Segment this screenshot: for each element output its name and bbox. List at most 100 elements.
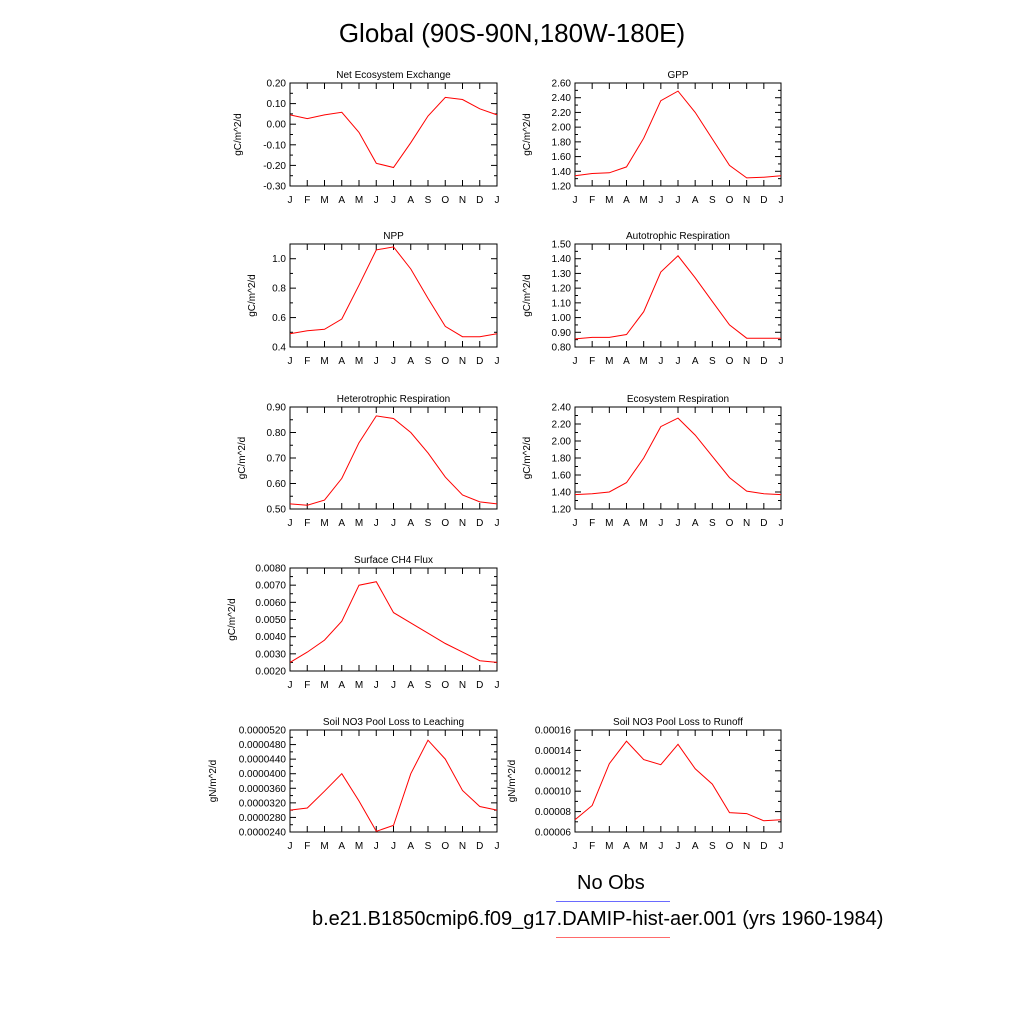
series-line-model bbox=[289, 415, 498, 506]
chart-title: GPP bbox=[667, 70, 688, 81]
x-tick-label: J bbox=[288, 841, 293, 852]
page-title: Global (90S-90N,180W-180E) bbox=[338, 18, 686, 48]
x-tick-label: A bbox=[407, 518, 414, 529]
x-tick-label: D bbox=[476, 356, 483, 367]
y-tick-label: 1.20 bbox=[552, 182, 572, 193]
x-tick-label: N bbox=[459, 841, 466, 852]
y-tick-label: -0.10 bbox=[263, 140, 286, 151]
x-tick-label: F bbox=[589, 356, 595, 367]
x-tick-label: M bbox=[605, 195, 613, 206]
x-tick-label: J bbox=[658, 195, 663, 206]
y-tick-label: 1.0 bbox=[272, 254, 286, 265]
x-tick-label: J bbox=[288, 195, 293, 206]
x-tick-label: O bbox=[441, 356, 449, 367]
x-tick-label: F bbox=[304, 356, 310, 367]
x-tick-label: J bbox=[676, 356, 681, 367]
y-tick-label: 0.00016 bbox=[535, 726, 572, 737]
x-tick-label: N bbox=[459, 195, 466, 206]
x-tick-label: O bbox=[726, 841, 734, 852]
x-tick-label: A bbox=[623, 356, 630, 367]
x-tick-label: J bbox=[374, 680, 379, 691]
x-tick-label: J bbox=[374, 195, 379, 206]
legend-line-model bbox=[556, 937, 670, 938]
x-tick-label: O bbox=[441, 195, 449, 206]
y-tick-label: 1.40 bbox=[552, 167, 572, 178]
x-tick-label: S bbox=[709, 518, 716, 529]
x-tick-label: N bbox=[459, 356, 466, 367]
y-tick-label: 0.00006 bbox=[535, 828, 572, 839]
x-tick-label: S bbox=[425, 195, 432, 206]
x-tick-label: A bbox=[407, 356, 414, 367]
legend-line-obs bbox=[556, 901, 670, 902]
x-tick-label: A bbox=[407, 195, 414, 206]
x-tick-label: A bbox=[692, 841, 699, 852]
y-axis-label: gC/m^2/d bbox=[233, 113, 244, 156]
x-tick-label: S bbox=[425, 680, 432, 691]
x-tick-label: M bbox=[355, 841, 363, 852]
x-tick-label: F bbox=[589, 841, 595, 852]
series-line-model bbox=[574, 255, 781, 340]
y-tick-label: 0.0070 bbox=[255, 581, 286, 592]
x-tick-label: S bbox=[709, 841, 716, 852]
series-line-model bbox=[289, 739, 498, 832]
y-tick-label: 0.0000280 bbox=[239, 813, 287, 824]
x-tick-label: A bbox=[623, 841, 630, 852]
x-tick-label: A bbox=[692, 518, 699, 529]
y-tick-label: -0.20 bbox=[263, 161, 286, 172]
x-tick-label: M bbox=[605, 356, 613, 367]
y-tick-label: 0.90 bbox=[267, 403, 287, 414]
x-tick-label: N bbox=[743, 518, 750, 529]
x-tick-label: D bbox=[760, 841, 767, 852]
chart-panel: Heterotrophic Respiration 0.90 0.80 0.70 0.6… bbox=[237, 394, 500, 529]
plot-frame bbox=[289, 406, 498, 510]
x-tick-label: J bbox=[779, 195, 784, 206]
x-tick-label: A bbox=[407, 680, 414, 691]
y-tick-label: 0.0000320 bbox=[239, 798, 287, 809]
y-tick-label: 0.8 bbox=[272, 284, 286, 295]
x-tick-label: A bbox=[623, 518, 630, 529]
x-tick-label: A bbox=[338, 356, 345, 367]
x-tick-label: D bbox=[476, 680, 483, 691]
x-tick-label: J bbox=[391, 518, 396, 529]
series-line-model bbox=[574, 740, 782, 822]
x-tick-label: J bbox=[676, 841, 681, 852]
x-tick-label: J bbox=[495, 518, 500, 529]
chart-panel: Autotrophic Respiration 1.50 1.40 1.30 1.20 1… bbox=[522, 231, 784, 367]
x-tick-label: F bbox=[589, 195, 595, 206]
y-tick-label: 2.40 bbox=[552, 403, 572, 414]
x-tick-label: N bbox=[459, 680, 466, 691]
x-tick-label: D bbox=[760, 518, 767, 529]
y-tick-label: 0.0060 bbox=[255, 598, 286, 609]
x-tick-label: M bbox=[355, 195, 363, 206]
y-tick-label: 0.80 bbox=[552, 343, 572, 354]
x-tick-label: A bbox=[692, 195, 699, 206]
plot-frame bbox=[574, 243, 782, 348]
y-tick-label: 0.90 bbox=[552, 328, 572, 339]
x-tick-label: O bbox=[441, 518, 449, 529]
x-tick-label: O bbox=[726, 195, 734, 206]
x-tick-label: J bbox=[658, 518, 663, 529]
x-tick-label: J bbox=[658, 841, 663, 852]
x-tick-label: J bbox=[374, 841, 379, 852]
plot-frame bbox=[289, 729, 498, 833]
x-tick-label: M bbox=[355, 518, 363, 529]
chart-title: Soil NO3 Pool Loss to Runoff bbox=[613, 717, 743, 728]
x-tick-label: D bbox=[760, 195, 767, 206]
x-tick-label: A bbox=[692, 356, 699, 367]
y-tick-label: 1.20 bbox=[552, 505, 572, 516]
y-tick-label: 0.0000360 bbox=[239, 784, 287, 795]
y-tick-label: 0.10 bbox=[267, 99, 287, 110]
y-axis-label: gC/m^2/d bbox=[227, 598, 238, 641]
y-tick-label: 2.60 bbox=[552, 79, 572, 90]
x-tick-label: A bbox=[338, 841, 345, 852]
x-tick-label: J bbox=[288, 680, 293, 691]
chart-title: Soil NO3 Pool Loss to Leaching bbox=[323, 717, 464, 728]
x-tick-label: M bbox=[320, 680, 328, 691]
chart-panel: Soil NO3 Pool Loss to Runoff 0.00016 0.000… bbox=[507, 717, 784, 852]
y-tick-label: 0.0080 bbox=[255, 564, 286, 575]
x-tick-label: J bbox=[779, 518, 784, 529]
series-line-model bbox=[289, 246, 498, 338]
x-tick-label: M bbox=[639, 518, 647, 529]
x-tick-label: D bbox=[476, 841, 483, 852]
x-tick-label: J bbox=[658, 356, 663, 367]
